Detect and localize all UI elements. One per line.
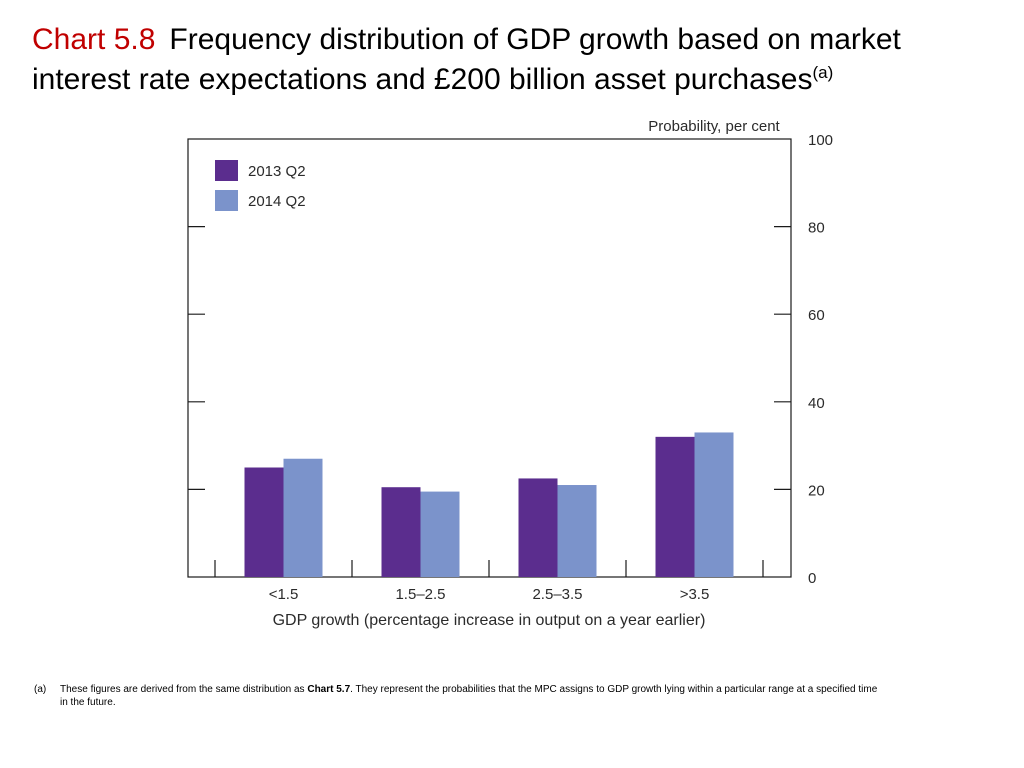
title-footnote-marker: (a) [812, 63, 834, 82]
x-tick-label: 1.5–2.5 [395, 586, 445, 603]
legend-swatch [215, 190, 238, 211]
chart-number: Chart 5.8 [32, 23, 156, 56]
axis-ticks [188, 226, 791, 577]
legend: 2013 Q2 2014 Q2 [215, 160, 306, 211]
footnote-text-before: These figures are derived from the same … [60, 684, 308, 695]
chart-title-text: Frequency distribution of GDP growth bas… [32, 23, 901, 96]
legend-swatch [215, 160, 238, 181]
legend-label: 2013 Q2 [248, 163, 306, 180]
bar-2013-q2 [244, 467, 284, 577]
bars [244, 432, 734, 577]
y-tick-labels: 0 20 40 60 80 100 [808, 132, 833, 587]
x-tick-label: >3.5 [680, 586, 710, 603]
x-tick-label: <1.5 [269, 586, 299, 603]
bar-2013-q2 [381, 487, 421, 577]
footnote-mark: (a) [34, 684, 47, 695]
footnote-text-after: . They represent the probabilities that … [350, 684, 878, 695]
x-tick-labels: <1.5 1.5–2.5 2.5–3.5 >3.5 [269, 586, 710, 603]
x-tick-label: 2.5–3.5 [532, 586, 582, 603]
footnote: (a) These figures are derived from the sa… [34, 683, 1004, 709]
y-tick-label: 100 [808, 132, 833, 149]
bar-2013-q2 [655, 436, 695, 577]
x-axis-label: GDP growth (percentage increase in outpu… [273, 612, 706, 629]
bar-2014-q2 [694, 432, 734, 577]
y-tick-label: 80 [808, 220, 825, 237]
bar-2014-q2 [557, 485, 597, 577]
y-tick-label: 20 [808, 482, 825, 499]
bar-2014-q2 [283, 458, 323, 577]
y-tick-label: 60 [808, 307, 825, 324]
y-tick-label: 40 [808, 395, 825, 412]
footnote-text-wrap: in the future. [60, 697, 116, 708]
y-axis-label: Probability, per cent [648, 118, 780, 135]
legend-label: 2014 Q2 [248, 193, 306, 210]
bar-2014-q2 [420, 491, 460, 577]
footnote-chart-reference: Chart 5.7 [307, 684, 351, 695]
bar-2013-q2 [518, 478, 558, 577]
y-tick-label: 0 [808, 570, 816, 587]
chart-title: Chart 5.8 Frequency distribution of GDP g… [32, 20, 992, 100]
